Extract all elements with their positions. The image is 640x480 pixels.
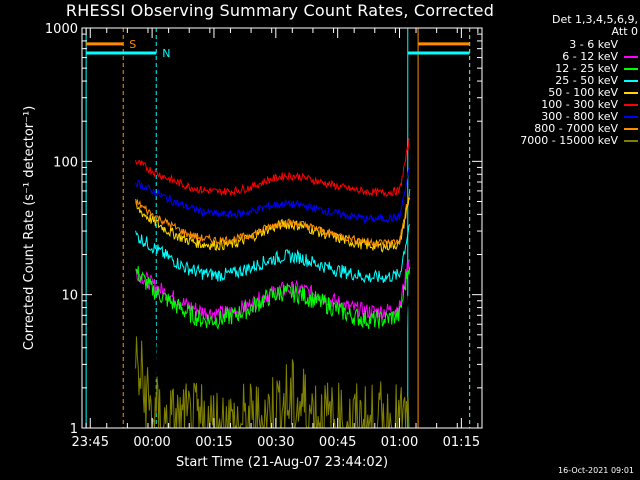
- series-line: [135, 137, 411, 198]
- x-axis-label: Start Time (21-Aug-07 23:44:02): [175, 455, 389, 470]
- vertical-markers: SN: [85, 28, 471, 428]
- flag-label: S: [129, 38, 136, 51]
- legend-item-label: 7000 - 15000 keV: [520, 134, 618, 147]
- legend-detector-line: Det 1,3,4,5,6,9,: [551, 13, 638, 26]
- series-lines: [135, 137, 411, 429]
- legend-item: 50 - 100 keV: [484, 86, 638, 99]
- series-line: [135, 266, 411, 331]
- series-line: [135, 188, 411, 248]
- plot-frame: [81, 27, 483, 429]
- legend-item-label: 6 - 12 keV: [562, 50, 618, 63]
- x-tick-label: 23:45: [72, 435, 109, 450]
- legend-swatch: [624, 55, 638, 58]
- y-tick-label: 100: [53, 155, 78, 170]
- legend: Det 1,3,4,5,6,9, Att 0 3 - 6 keV 6 - 12 k…: [484, 13, 638, 147]
- flag-label: N: [162, 47, 170, 60]
- y-tick-label: 1: [70, 422, 78, 437]
- legend-item-label: 50 - 100 keV: [548, 86, 618, 99]
- legend-item-label: 100 - 300 keV: [541, 98, 618, 111]
- legend-item: 25 - 50 keV: [484, 74, 638, 87]
- legend-entries: 3 - 6 keV 6 - 12 keV 12 - 25 keV 25 - 50 ke…: [484, 38, 638, 147]
- x-tick-label: 01:15: [443, 435, 480, 450]
- legend-item-label: 800 - 7000 keV: [534, 122, 618, 135]
- legend-item: 3 - 6 keV: [484, 38, 638, 51]
- series-line: [135, 224, 411, 284]
- legend-swatch: [624, 103, 638, 106]
- x-tick-label: 00:15: [195, 435, 232, 450]
- y-tick-label: 10: [61, 289, 78, 304]
- series-line: [135, 336, 410, 429]
- legend-swatch: [624, 67, 638, 70]
- legend-item-label: 300 - 800 keV: [541, 110, 618, 123]
- x-tick-label: 01:00: [381, 435, 418, 450]
- series-line: [135, 278, 411, 422]
- legend-item-label: 12 - 25 keV: [555, 62, 618, 75]
- legend-item: 300 - 800 keV: [484, 110, 638, 123]
- legend-swatch: [624, 127, 638, 130]
- legend-item: 12 - 25 keV: [484, 62, 638, 75]
- x-tick-label: 00:30: [257, 435, 294, 450]
- legend-attenuator-line: Att 0: [611, 25, 638, 38]
- legend-item: 6 - 12 keV: [484, 50, 638, 63]
- legend-swatch: [624, 79, 638, 82]
- legend-item-label: 25 - 50 keV: [555, 74, 618, 87]
- y-tick-label: 1000: [45, 22, 78, 37]
- generation-timestamp: 16-Oct-2021 09:01: [558, 466, 634, 475]
- y-axis-label: Corrected Count Rate (s⁻¹ detector⁻¹): [22, 106, 37, 351]
- legend-swatch: [624, 115, 638, 118]
- legend-item: 800 - 7000 keV: [484, 122, 638, 135]
- series-line: [135, 167, 411, 224]
- legend-item-label: 3 - 6 keV: [569, 38, 618, 51]
- x-tick-label: 00:00: [133, 435, 170, 450]
- chart-title: RHESSI Observing Summary Count Rates, Co…: [65, 1, 495, 20]
- x-tick-label: 00:45: [319, 435, 356, 450]
- legend-swatch: [624, 139, 638, 142]
- legend-item: 100 - 300 keV: [484, 98, 638, 111]
- legend-swatch: [624, 43, 638, 46]
- legend-swatch: [624, 91, 638, 94]
- axes: 1 10 100 1000 23:45 00:00 00:15 00:30 00:45 01:00…: [22, 22, 483, 450]
- legend-item: 7000 - 15000 keV: [484, 134, 638, 147]
